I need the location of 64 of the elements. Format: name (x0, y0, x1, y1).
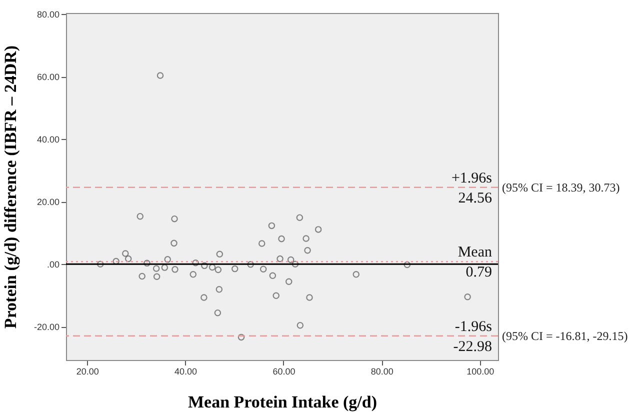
y-tick-label: 40.00 (36, 134, 60, 145)
point (170, 240, 178, 247)
point (201, 262, 208, 270)
point (216, 250, 224, 258)
x-tick-label: 100.00 (466, 366, 494, 376)
point (96, 260, 104, 268)
ref-line-label: Mean 0.79 (458, 244, 492, 281)
point (268, 222, 276, 230)
point (136, 212, 144, 220)
point (260, 266, 267, 272)
point (258, 240, 266, 247)
point (214, 309, 222, 316)
ref-line-label: -1.96s -22.98 (453, 318, 492, 355)
point (306, 294, 313, 301)
point (112, 258, 120, 265)
point (352, 271, 360, 278)
y-tick-label: 60.00 (36, 72, 60, 82)
point (276, 255, 284, 262)
point (287, 256, 294, 264)
point (153, 273, 160, 280)
y-axis-title: Protein (g/d) difference (IBFR – 24DR) (0, 45, 20, 329)
point (172, 266, 178, 273)
point (304, 247, 311, 254)
point (161, 264, 168, 271)
point (192, 259, 199, 266)
point (238, 334, 245, 341)
point (285, 278, 292, 285)
point (296, 322, 304, 329)
point (302, 235, 310, 242)
x-tick-label: 80.00 (370, 366, 394, 376)
point (122, 250, 129, 257)
point (231, 265, 238, 272)
text: (95% CI = -16.81, -29.15) (502, 328, 628, 343)
y-tick-label: -20.00 (34, 322, 60, 332)
point (214, 266, 222, 274)
point (404, 261, 411, 268)
x-tick-label: 20.00 (76, 366, 99, 376)
point (296, 214, 304, 221)
point (314, 226, 322, 233)
point (464, 294, 471, 300)
point (208, 264, 216, 271)
point (292, 260, 299, 268)
y-tick-label: .00 (46, 260, 60, 270)
point (144, 260, 150, 267)
point (272, 292, 280, 300)
x-tick-label: 40.00 (174, 366, 198, 376)
point (200, 294, 208, 301)
point (247, 261, 254, 268)
point (164, 256, 171, 263)
point (152, 265, 160, 272)
y-tick-label: 20.00 (36, 197, 60, 208)
point (216, 286, 223, 293)
ref-line-label: +1.96s 24.56 (451, 170, 492, 206)
point (190, 271, 197, 278)
y-tick-label: 80.00 (36, 10, 60, 20)
point (269, 272, 276, 280)
point (156, 72, 164, 79)
point (138, 272, 146, 280)
point (171, 215, 178, 222)
point (278, 235, 285, 242)
x-axis-title: Mean Protein Intake (g/d) (188, 392, 378, 412)
x-tick-label: 60.00 (272, 366, 296, 376)
point (124, 255, 132, 262)
text: (95% CI = 18.39, 30.73) (502, 180, 620, 194)
